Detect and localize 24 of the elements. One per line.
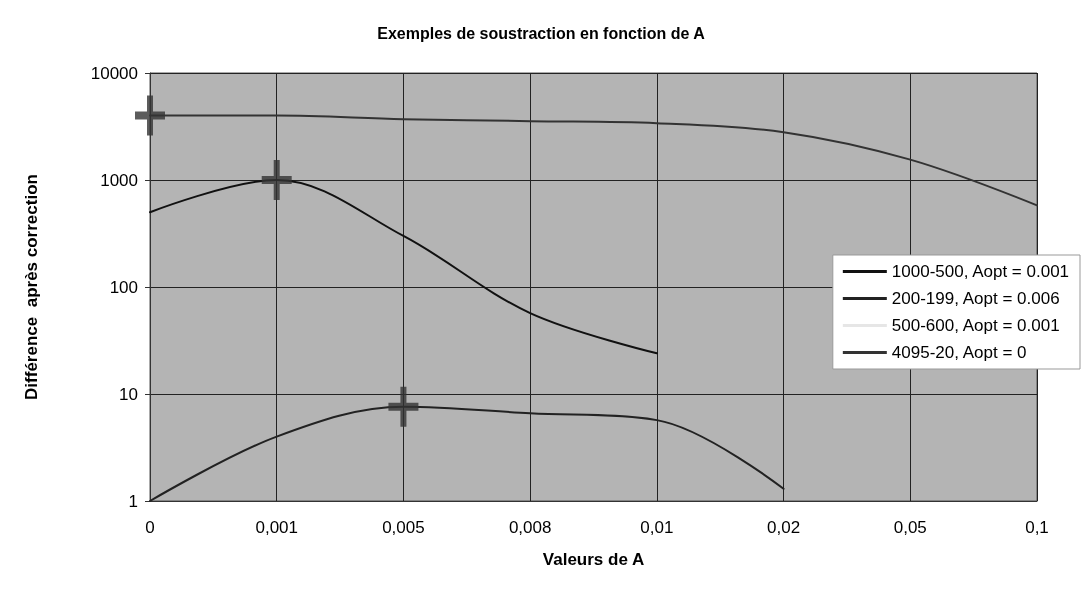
legend-label: 200-199, Aopt = 0.006 — [891, 289, 1060, 308]
y-tick-label: 10000 — [90, 63, 138, 83]
x-tick-label: 0,001 — [255, 518, 298, 537]
y-axis-title: Différence après correction — [22, 174, 41, 400]
x-tick-label: 0,008 — [508, 518, 552, 537]
x-tick-label: 0 — [145, 518, 155, 537]
y-tick-label: 10 — [119, 384, 138, 404]
point — [135, 95, 165, 136]
point — [261, 160, 292, 200]
legend-label: 1000-500, Aopt = 0.001 — [891, 262, 1070, 281]
chart-title: Exemples de soustraction en fonction de A — [377, 24, 706, 42]
x-axis-title: Valeurs de A — [542, 550, 645, 569]
legend-label: 4095-20, Aopt = 0 — [891, 343, 1027, 362]
x-tick-label: 0,01 — [640, 518, 674, 537]
x-tick-label: 0,02 — [767, 518, 801, 537]
line-series — [149, 179, 658, 355]
y-tick-label: 1000 — [100, 170, 138, 190]
x-tick-label: 0,005 — [382, 518, 425, 537]
x-tick-label: 0,1 — [1025, 518, 1049, 537]
x-tick-label: 0,05 — [893, 518, 927, 537]
legend-label: 500-600, Aopt = 0.001 — [891, 316, 1060, 335]
point — [388, 386, 419, 427]
y-tick-label: 1 — [128, 491, 138, 511]
y-tick-label: 100 — [109, 277, 138, 297]
